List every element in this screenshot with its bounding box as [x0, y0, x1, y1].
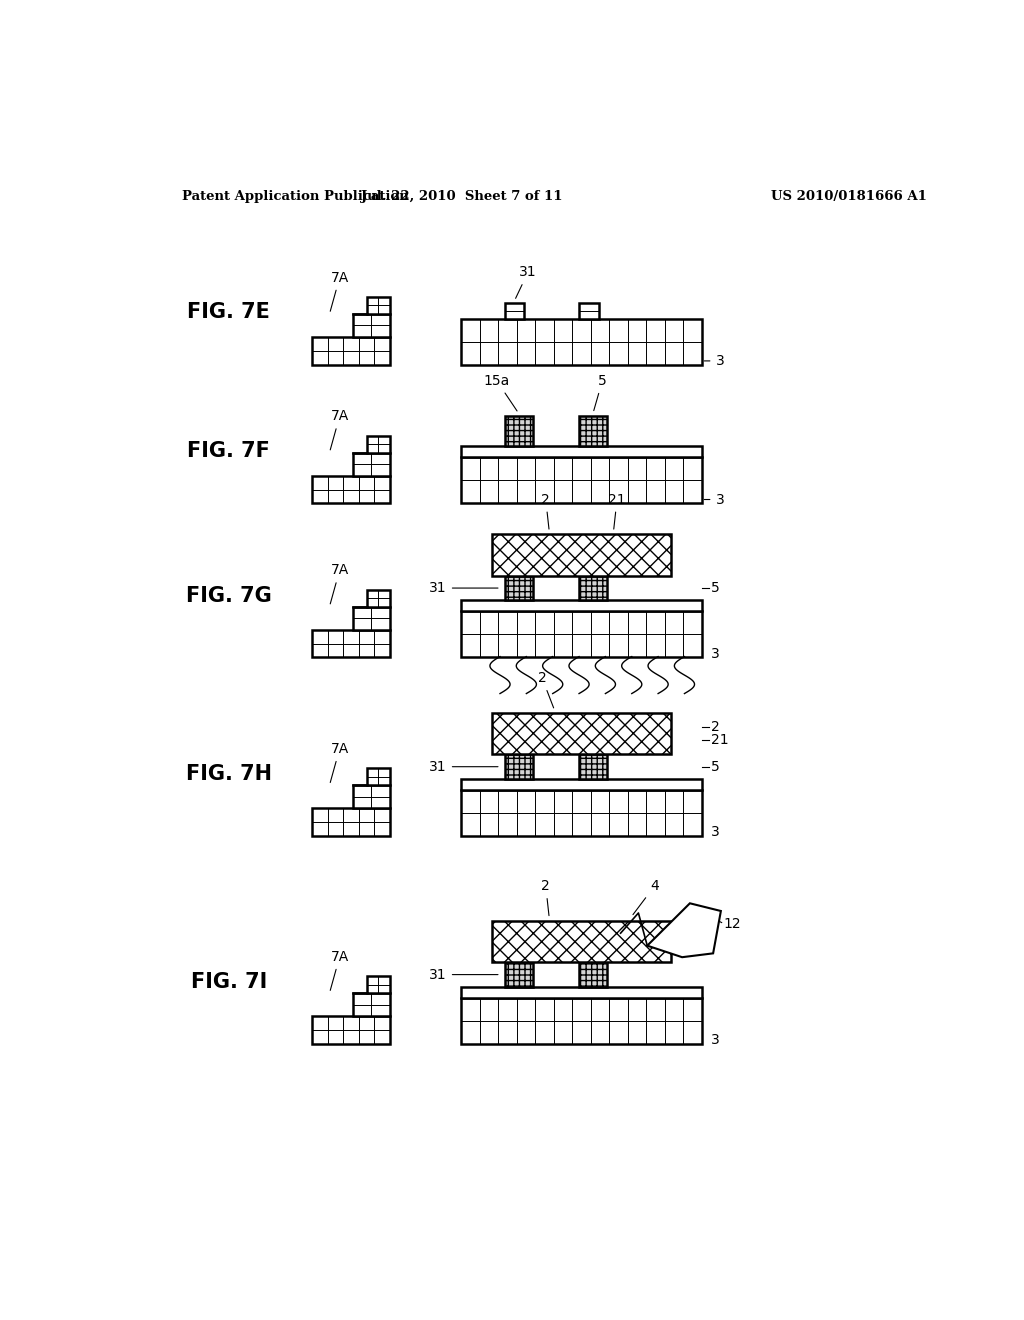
Bar [367, 436, 390, 453]
Text: FIG. 7H: FIG. 7H [185, 764, 271, 784]
Text: 31: 31 [429, 968, 498, 982]
Text: 31: 31 [516, 265, 537, 298]
Text: 5: 5 [711, 760, 720, 774]
Text: 31: 31 [429, 760, 498, 774]
Bar [312, 337, 390, 364]
Text: 4: 4 [633, 879, 658, 915]
Text: 7A: 7A [331, 409, 349, 450]
Text: FIG. 7G: FIG. 7G [186, 586, 271, 606]
Text: 31: 31 [429, 581, 498, 595]
Bar [493, 713, 671, 755]
Bar [579, 755, 607, 779]
Text: 12: 12 [723, 917, 740, 931]
Bar [367, 977, 390, 993]
Bar [505, 755, 532, 779]
Text: 2: 2 [538, 671, 554, 708]
Text: Jul. 22, 2010  Sheet 7 of 11: Jul. 22, 2010 Sheet 7 of 11 [360, 190, 562, 203]
Bar [461, 998, 701, 1044]
Text: FIG. 7I: FIG. 7I [190, 973, 267, 993]
Bar [579, 962, 607, 987]
Bar [312, 808, 390, 836]
Text: 2: 2 [542, 879, 550, 916]
Bar [367, 590, 390, 607]
Text: 15a: 15a [483, 374, 517, 411]
Bar [505, 416, 532, 446]
Bar [461, 601, 701, 611]
Bar [461, 446, 701, 457]
Bar [352, 785, 390, 808]
Bar [461, 779, 701, 789]
Bar [367, 297, 390, 314]
Bar [579, 304, 599, 318]
Bar [461, 611, 701, 657]
Text: 3: 3 [705, 492, 724, 507]
Bar [461, 789, 701, 836]
Polygon shape [647, 903, 721, 957]
Text: 21: 21 [608, 492, 626, 529]
Bar [493, 921, 671, 962]
Text: 7A: 7A [331, 950, 349, 990]
Text: 5: 5 [594, 374, 606, 411]
Bar [461, 987, 701, 998]
Text: 3: 3 [705, 354, 724, 368]
Text: FIG. 7E: FIG. 7E [187, 302, 270, 322]
Text: 21: 21 [711, 733, 728, 747]
Bar [461, 457, 701, 503]
Text: 3: 3 [711, 825, 720, 840]
Text: 3: 3 [711, 647, 720, 660]
Bar [367, 768, 390, 785]
Text: 7A: 7A [331, 271, 349, 312]
Bar [505, 576, 532, 601]
Bar [461, 318, 701, 364]
Bar [579, 576, 607, 601]
Bar [493, 535, 671, 576]
Bar [505, 962, 532, 987]
Text: Patent Application Publication: Patent Application Publication [182, 190, 409, 203]
Text: 2: 2 [711, 721, 720, 734]
Text: 5: 5 [711, 581, 720, 595]
Bar [312, 1016, 390, 1044]
Bar [352, 314, 390, 337]
Bar [352, 453, 390, 475]
Bar [352, 993, 390, 1016]
Bar [312, 630, 390, 657]
Text: 7A: 7A [331, 564, 349, 603]
Bar [579, 416, 607, 446]
Bar [312, 475, 390, 503]
Text: FIG. 7F: FIG. 7F [187, 441, 270, 461]
Text: US 2010/0181666 A1: US 2010/0181666 A1 [771, 190, 927, 203]
Bar [352, 607, 390, 630]
Bar [505, 304, 524, 318]
Text: 2: 2 [542, 492, 550, 529]
Text: 7A: 7A [331, 742, 349, 783]
Text: 3: 3 [711, 1034, 720, 1047]
